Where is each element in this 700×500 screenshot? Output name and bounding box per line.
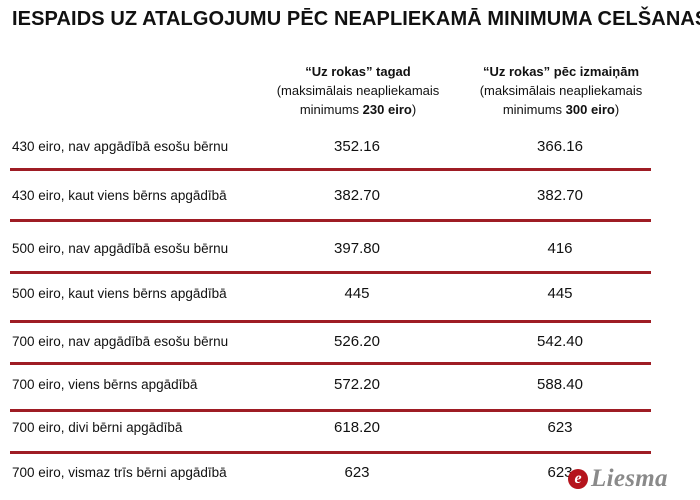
row-divider [10, 409, 651, 412]
column-note-line: (maksimālais neapliekamais [276, 83, 440, 98]
value-now: 618.20 [334, 419, 380, 436]
value-now: 445 [344, 285, 370, 302]
liesma-logo: e Liesma [568, 464, 668, 494]
row-label: 430 eiro, nav apgādībā esošu bērnu [12, 139, 229, 154]
table-row: 700 eiro, nav apgādībā esošu bērnu 526.2… [0, 330, 700, 354]
table-row: 700 eiro, vismaz trīs bērni apgādībā 623… [0, 461, 700, 485]
row-divider [10, 451, 651, 454]
row-divider [10, 271, 651, 274]
table-row: 500 eiro, kaut viens bērns apgādībā 445 … [0, 282, 700, 306]
column-note-prefix: minimums [502, 102, 566, 117]
value-now: 397.80 [334, 240, 380, 257]
logo-e-icon: e [568, 469, 588, 489]
column-note-prefix: minimums [299, 102, 363, 117]
column-header-after: “Uz rokas” pēc izmaiņām (maksimālais nea… [456, 62, 666, 119]
value-after: 542.40 [537, 333, 583, 350]
column-heading: “Uz rokas” tagad [305, 64, 411, 79]
column-note-amount: 230 eiro [362, 102, 412, 117]
value-after: 588.40 [537, 376, 583, 393]
column-heading: “Uz rokas” pēc izmaiņām [482, 64, 640, 79]
table-row: 700 eiro, viens bērns apgādībā 572.20 58… [0, 373, 700, 397]
row-label: 430 eiro, kaut viens bērns apgādībā [12, 188, 227, 203]
row-divider [10, 168, 651, 171]
row-label: 700 eiro, nav apgādībā esošu bērnu [12, 334, 229, 349]
value-now: 623 [344, 464, 370, 481]
column-note-line: minimums 300 eiro) [456, 100, 666, 119]
value-after: 382.70 [537, 187, 583, 204]
row-divider [10, 219, 651, 222]
value-now: 382.70 [334, 187, 380, 204]
value-after: 445 [547, 285, 573, 302]
value-after: 623 [547, 464, 573, 481]
row-label: 500 eiro, kaut viens bērns apgādībā [12, 286, 227, 301]
row-label: 500 eiro, nav apgādībā esošu bērnu [12, 241, 229, 256]
logo-name: Liesma [591, 465, 668, 492]
value-now: 526.20 [334, 333, 380, 350]
table-row: 430 eiro, kaut viens bērns apgādībā 382.… [0, 184, 700, 208]
value-now: 352.16 [334, 138, 380, 155]
value-now: 572.20 [334, 376, 380, 393]
table-row: 500 eiro, nav apgādībā esošu bērnu 397.8… [0, 237, 700, 261]
row-label: 700 eiro, vismaz trīs bērni apgādībā [12, 465, 227, 480]
value-after: 366.16 [537, 138, 583, 155]
column-note-suffix: ) [614, 102, 620, 117]
column-note-amount: 300 eiro [565, 102, 615, 117]
value-after: 416 [547, 240, 573, 257]
column-header-now: “Uz rokas” tagad (maksimālais neapliekam… [253, 62, 463, 119]
table-row: 700 eiro, divi bērni apgādībā 618.20 623 [0, 416, 700, 440]
row-label: 700 eiro, divi bērni apgādībā [12, 420, 183, 435]
column-note-line: minimums 230 eiro) [253, 100, 463, 119]
table-row: 430 eiro, nav apgādībā esošu bērnu 352.1… [0, 135, 700, 159]
column-note-suffix: ) [411, 102, 417, 117]
row-label: 700 eiro, viens bērns apgādībā [12, 377, 198, 392]
row-divider [10, 320, 651, 323]
row-divider [10, 362, 651, 365]
table-title: IESPAIDS UZ ATALGOJUMU PĒC NEAPLIEKAMĀ M… [12, 8, 700, 30]
value-after: 623 [547, 419, 573, 436]
column-note-line: (maksimālais neapliekamais [479, 83, 643, 98]
